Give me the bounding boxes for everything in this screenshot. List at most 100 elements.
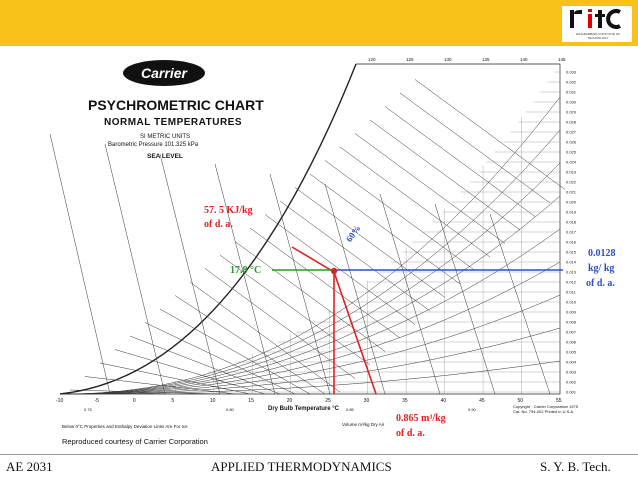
saturation-curve bbox=[59, 63, 357, 395]
wet-bulb-line bbox=[309, 173, 461, 285]
x-tick-label: -10 bbox=[56, 398, 63, 404]
x-tick-label: 10 bbox=[210, 398, 216, 404]
volume-annotation-value: 0.865 m³/kg bbox=[396, 413, 446, 424]
right-tick-label: 0.030 bbox=[566, 100, 577, 105]
chart-note: Below 0°C Properties and Enthalpy Deviat… bbox=[62, 424, 188, 429]
right-tick-label: 0.020 bbox=[566, 200, 577, 205]
right-tick-label: 0.005 bbox=[566, 350, 577, 355]
right-tick-label: 0.012 bbox=[566, 280, 577, 285]
right-tick-label: 0.022 bbox=[566, 180, 577, 185]
humidity-ratio-unit: kg/ kg bbox=[588, 263, 615, 274]
x-tick-label: 50 bbox=[518, 398, 524, 404]
top-axis-ticks: 120 125 130 135 140 145 bbox=[368, 57, 566, 62]
dry-bulb-lines bbox=[98, 64, 561, 394]
wet-bulb-line bbox=[114, 349, 266, 395]
rh-curve bbox=[59, 195, 561, 395]
chart-subtitle: NORMAL TEMPERATURES bbox=[104, 117, 243, 128]
right-tick-label: 0.027 bbox=[566, 130, 577, 135]
right-tick-label: 0.032 bbox=[566, 80, 577, 85]
volume-line bbox=[434, 203, 496, 395]
right-tick-label: 0.006 bbox=[566, 340, 577, 345]
right-tick-label: 0.023 bbox=[566, 170, 577, 175]
rh-curve bbox=[59, 96, 561, 395]
wet-bulb-line bbox=[234, 241, 386, 352]
right-tick-label: 0.017 bbox=[566, 230, 577, 235]
x-tick-label: 30 bbox=[364, 398, 370, 404]
rh-curve bbox=[60, 327, 561, 395]
right-tick-label: 0.013 bbox=[566, 270, 577, 275]
volume-tick-label: 0.85 bbox=[346, 407, 355, 412]
x-tick-label: 40 bbox=[441, 398, 447, 404]
header-banner bbox=[0, 0, 638, 46]
wet-bulb-line bbox=[159, 308, 311, 395]
x-tick-label: 35 bbox=[402, 398, 408, 404]
volume-tick-label: 0.75 bbox=[84, 407, 93, 412]
chart-copyright: Copyright · Carrier Corporation 1975 Cat… bbox=[513, 404, 578, 414]
wet-bulb-line bbox=[354, 133, 506, 244]
volume-tick-label: 0.90 bbox=[468, 407, 477, 412]
wet-bulb-line bbox=[384, 106, 536, 217]
right-axis-ticks: 0.033 0.032 0.031 0.030 0.029 0.028 0.027 0.026… bbox=[566, 70, 577, 395]
right-tick-label: 0.021 bbox=[566, 190, 577, 195]
rh-curve bbox=[59, 162, 561, 395]
footer-course-title: APPLIED THERMODYNAMICS bbox=[211, 459, 392, 474]
x-tick-label: 20 bbox=[287, 398, 293, 404]
volume-line bbox=[269, 173, 331, 395]
volume-line bbox=[324, 183, 386, 395]
x-tick-label: 25 bbox=[325, 398, 331, 404]
wet-bulb-line bbox=[399, 92, 551, 204]
footer-class: S. Y. B. Tech. bbox=[540, 459, 611, 474]
wet-bulb-line bbox=[324, 160, 476, 271]
x-axis-label: Dry Bulb Temperature °C bbox=[268, 406, 339, 412]
volume-line bbox=[489, 213, 551, 395]
wet-bulb-line bbox=[129, 335, 281, 395]
x-tick-label: 0 bbox=[133, 398, 136, 404]
volume-line bbox=[159, 153, 221, 395]
footer-course-code: AE 2031 bbox=[6, 459, 53, 474]
volume-line bbox=[104, 143, 166, 395]
right-tick-label: 0.008 bbox=[566, 320, 577, 325]
wet-bulb-line bbox=[414, 79, 566, 190]
top-tick-label: 135 bbox=[482, 57, 490, 62]
x-tick-label: 45 bbox=[479, 398, 485, 404]
institute-logo: RAJARAMBAPU INSTITUTE OF TECHNOLOGY bbox=[562, 6, 632, 42]
wet-bulb-line bbox=[294, 187, 446, 298]
dew-point-annotation: 17.8 °C bbox=[230, 265, 262, 276]
carrier-logo: Carrier bbox=[123, 60, 205, 86]
right-tick-label: 0.003 bbox=[566, 370, 577, 375]
wet-bulb-line bbox=[84, 376, 236, 395]
humidity-ratio-basis: of d. a. bbox=[586, 278, 615, 289]
top-tick-label: 140 bbox=[520, 57, 528, 62]
volume-line bbox=[379, 193, 441, 395]
volume-ticks: 0.75 0.80 0.85 0.90 bbox=[84, 407, 477, 412]
chart-units: SI METRIC UNITS bbox=[140, 134, 191, 140]
right-tick-label: 0.001 bbox=[566, 390, 577, 395]
footer-divider bbox=[0, 454, 638, 455]
right-tick-label: 0.031 bbox=[566, 90, 577, 95]
wet-bulb-line bbox=[99, 362, 251, 395]
right-tick-label: 0.015 bbox=[566, 250, 577, 255]
wet-bulb-line bbox=[189, 281, 341, 393]
humidity-ratio-lines bbox=[110, 71, 560, 393]
right-tick-label: 0.033 bbox=[566, 70, 577, 75]
logo-caption: RAJARAMBAPU INSTITUTE OF TECHNOLOGY bbox=[576, 32, 620, 40]
x-tick-label: 55 bbox=[556, 398, 562, 404]
wet-bulb-line bbox=[174, 295, 326, 395]
state-point bbox=[330, 267, 338, 275]
volume-line bbox=[333, 271, 377, 395]
enthalpy-annotation-value: 57. 5 KJ/kg bbox=[204, 205, 253, 216]
x-tick-label: 15 bbox=[248, 398, 254, 404]
right-tick-label: 0.019 bbox=[566, 210, 577, 215]
chart-credit: Reproduced courtesy of Carrier Corporati… bbox=[62, 437, 208, 446]
volume-annotation-unit: of d. a. bbox=[396, 428, 425, 439]
right-tick-label: 0.028 bbox=[566, 120, 577, 125]
rit-logo-icon bbox=[570, 9, 621, 29]
right-tick-label: 0.029 bbox=[566, 110, 577, 115]
chart-pressure: Barometric Pressure 101.325 kPa bbox=[108, 142, 199, 148]
right-tick-label: 0.016 bbox=[566, 240, 577, 245]
top-tick-label: 145 bbox=[558, 57, 566, 62]
chart-title: PSYCHROMETRIC CHART bbox=[88, 97, 264, 113]
right-tick-label: 0.007 bbox=[566, 330, 577, 335]
specific-volume-lines bbox=[49, 133, 551, 395]
